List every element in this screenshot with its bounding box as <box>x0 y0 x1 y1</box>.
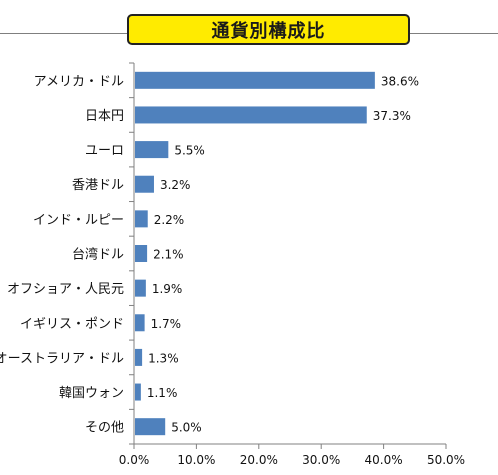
bar <box>135 210 148 228</box>
data-label: 38.6% <box>381 74 419 88</box>
category-label: イギリス・ポンド <box>20 317 124 332</box>
chart-title: 通貨別構成比 <box>127 14 410 45</box>
x-tick-label: 40.0% <box>365 453 403 467</box>
category-label: オフショア・人民元 <box>7 282 124 297</box>
bar <box>135 418 166 436</box>
bar <box>135 175 154 193</box>
bar <box>135 383 141 401</box>
data-label: 3.2% <box>160 178 191 192</box>
category-label: アメリカ・ドル <box>34 74 124 89</box>
category-label: ユーロ <box>85 144 124 159</box>
data-label: 2.1% <box>153 248 184 262</box>
x-tick-label: 20.0% <box>240 453 278 467</box>
data-label: 1.3% <box>148 351 179 365</box>
category-label: 日本円 <box>85 109 124 124</box>
data-label: 5.0% <box>171 421 202 435</box>
bar <box>135 141 169 159</box>
x-tick-label: 50.0% <box>427 453 465 467</box>
category-label: インド・ルピー <box>33 213 124 228</box>
data-label: 1.7% <box>151 317 182 331</box>
category-label: 韓国ウォン <box>59 386 124 401</box>
category-label: その他 <box>85 421 124 436</box>
category-label: 台湾ドル <box>72 247 124 263</box>
bar <box>135 348 143 366</box>
category-label: 香港ドル <box>72 178 124 193</box>
category-label: オーストラリア・ドル <box>0 351 124 366</box>
x-tick-label: 10.0% <box>177 453 215 467</box>
data-label: 5.5% <box>174 144 205 158</box>
data-label: 37.3% <box>373 109 411 123</box>
bar <box>135 106 367 124</box>
data-label: 1.9% <box>152 282 183 296</box>
data-label: 1.1% <box>147 386 178 400</box>
bar <box>135 279 146 297</box>
x-tick-label: 30.0% <box>302 453 340 467</box>
bar <box>135 314 145 332</box>
x-tick-label: 0.0% <box>119 453 150 467</box>
bar <box>135 71 375 89</box>
data-label: 2.2% <box>154 213 185 227</box>
bar <box>135 245 148 262</box>
